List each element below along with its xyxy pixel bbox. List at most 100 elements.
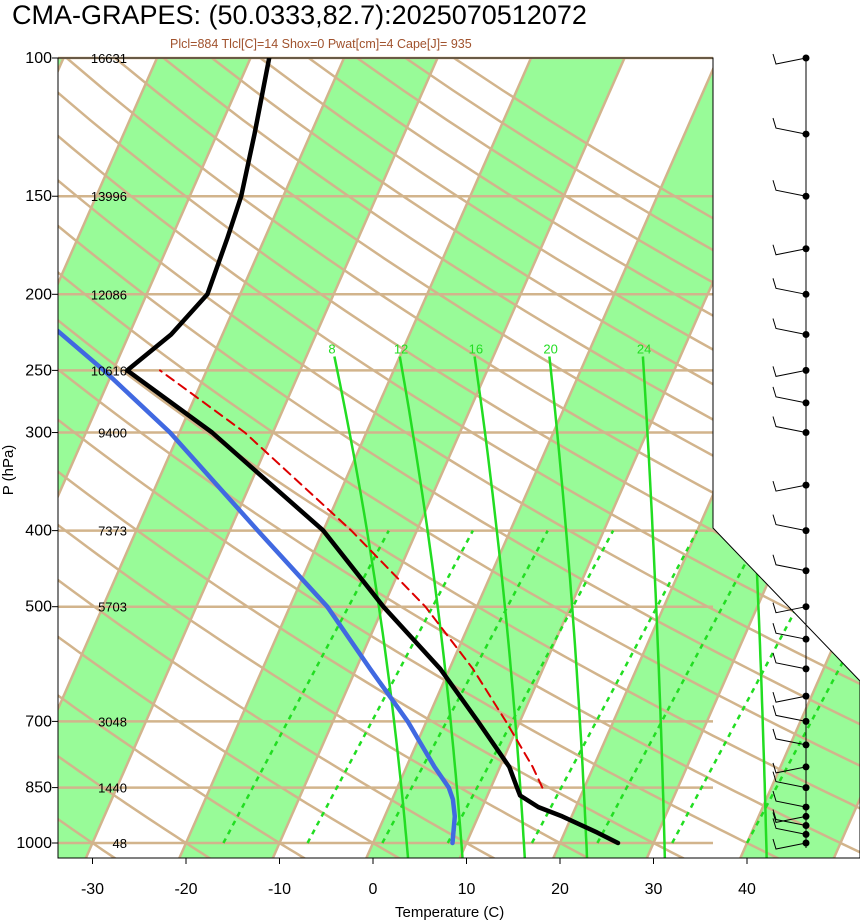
wind-barb: [772, 278, 807, 295]
dry-adiabat-line: [114, 58, 860, 858]
dry-adiabat-line: [58, 58, 408, 858]
mixing-ratio-line: [306, 530, 474, 844]
isotherm-line: [269, 58, 634, 858]
temperature-tick-label: -30: [81, 881, 104, 898]
moist-adiabat-label: 28: [740, 341, 754, 356]
height-label: 16631: [91, 51, 127, 66]
pressure-tick-label: 1000: [16, 835, 52, 852]
mixing-ratio-line: [446, 530, 615, 844]
pressure-tick-label: 100: [25, 50, 52, 67]
wind-barb: [772, 812, 807, 824]
isotherm-line: [176, 58, 540, 858]
temperature-tick-label: 20: [551, 881, 569, 898]
wind-barb: [772, 53, 807, 65]
dry-adiabat-line: [65, 58, 860, 858]
isotherm-line: [58, 58, 353, 858]
wind-barb: [772, 180, 807, 197]
pressure-axis: 100 16631 150 13996 200 12086 250 10616 300 9400 4…: [16, 50, 127, 852]
dry-adiabat-line: [58, 58, 860, 858]
moist-adiabat-line: [548, 356, 589, 858]
temperature-band: [177, 58, 633, 858]
mixing-ratio-line: [222, 530, 390, 844]
height-label: 7373: [98, 524, 127, 539]
moist-adiabat-label: 20: [543, 341, 557, 356]
moist-adiabat-line: [473, 356, 527, 858]
temperature-tick-label: 10: [458, 881, 476, 898]
moist-adiabat-line: [398, 356, 465, 858]
temperature-band: [738, 58, 860, 858]
mixing-ratio-line: [530, 530, 699, 844]
wind-barb: [772, 386, 807, 404]
dry-adiabat-line: [58, 58, 860, 858]
wind-barb: [772, 809, 807, 827]
chart-title: CMA-GRAPES: (50.0333,82.7):2025070512072: [12, 0, 587, 30]
sounding-series: [58, 58, 621, 846]
wind-barb: [772, 366, 807, 377]
dry-adiabat-line: [58, 58, 598, 858]
dry-adiabat-line: [58, 58, 860, 858]
dry-adiabat-line: [211, 58, 860, 858]
wind-barb: [772, 705, 807, 722]
wind-barb: [772, 602, 807, 614]
height-label: 5703: [98, 600, 127, 615]
pressure-tick-label: 400: [25, 523, 52, 540]
isotherm-line: [737, 58, 860, 858]
wind-barb: [772, 480, 807, 492]
height-label: 12086: [91, 287, 127, 302]
pressure-tick-label: 250: [25, 362, 52, 379]
wind-barb: [772, 514, 807, 532]
temperature-tick-label: -20: [174, 881, 197, 898]
moist-adiabat-label: 8: [328, 341, 335, 356]
moist-adiabat-line: [641, 356, 667, 858]
dry-adiabat-line: [162, 58, 860, 858]
temperature-band: [58, 58, 446, 858]
dry-adiabat-line: [58, 58, 860, 858]
wind-barb: [772, 728, 807, 746]
temperature-tick-label: 30: [645, 881, 663, 898]
height-label: 13996: [91, 189, 127, 204]
height-label: 9400: [98, 426, 127, 441]
dry-adiabat-line: [58, 58, 218, 858]
isotherm-line: [58, 58, 260, 858]
wind-barb: [772, 652, 807, 670]
moist-adiabat-label: 32: [843, 341, 857, 356]
height-label: 1440: [98, 781, 127, 796]
temperature-bands: [58, 58, 860, 858]
wind-barb: [772, 691, 807, 703]
isotherm-line: [58, 58, 166, 858]
wind-barb: [772, 790, 807, 808]
wind-barb: [772, 623, 807, 640]
wind-barb: [772, 318, 807, 335]
wind-barb: [772, 818, 807, 835]
parcel-line: [159, 369, 544, 789]
temperature-line: [124, 58, 621, 846]
moist-adiabat-label: 16: [469, 341, 483, 356]
temperature-band: [58, 58, 259, 858]
wind-barb: [772, 771, 807, 789]
height-label: 3048: [98, 714, 127, 729]
pressure-tick-label: 850: [25, 780, 52, 797]
pressure-tick-label: 150: [25, 188, 52, 205]
wind-barb: [772, 838, 807, 850]
x-axis-label: Temperature (C): [395, 904, 504, 921]
temperature-axis: -30 -20 -10 0 10 20 30 40: [81, 858, 756, 898]
pressure-tick-label: 700: [25, 713, 52, 730]
wind-barb: [772, 117, 807, 135]
mixing-ratio-line: [596, 530, 764, 844]
temperature-tick-label: -10: [268, 881, 291, 898]
dewpoint-line: [58, 58, 458, 846]
plot-frame: [57, 57, 860, 859]
isotherm-line: [363, 58, 727, 858]
wind-profile-column: [772, 53, 810, 850]
height-label: 48: [113, 836, 127, 851]
pressure-tick-label: 300: [25, 425, 52, 442]
chart-subtitle: Plcl=884 Tlcl[C]=14 Shox=0 Pwat[cm]=4 Ca…: [170, 37, 472, 51]
pressure-tick-label: 200: [25, 286, 52, 303]
pressure-tick-label: 500: [25, 599, 52, 616]
wind-barb: [772, 554, 807, 572]
temperature-tick-label: 40: [738, 881, 756, 898]
mixing-ratio-line: [381, 530, 549, 844]
height-label: 10616: [91, 363, 127, 378]
wind-barb: [772, 416, 807, 434]
